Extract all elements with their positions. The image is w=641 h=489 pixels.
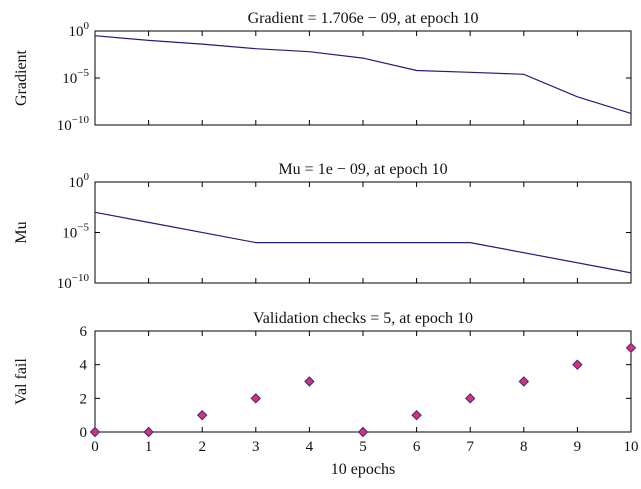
- data-point: [89, 426, 101, 438]
- y-tick-label: 2: [80, 391, 88, 407]
- x-tick-label: 5: [359, 439, 367, 455]
- y-axis-label: Mu: [13, 221, 30, 243]
- x-tick-label: 8: [520, 439, 528, 455]
- x-tick-label: 1: [145, 439, 153, 455]
- y-tick-label: 0: [80, 425, 88, 441]
- series-line: [94, 35, 632, 114]
- y-tick-label: 10−10: [57, 272, 90, 292]
- y-tick-label: 6: [80, 324, 88, 340]
- y-tick-label: 10−10: [57, 114, 90, 134]
- axes-frame: [94, 30, 632, 126]
- data-point: [625, 342, 637, 354]
- subplot-3: Validation checks = 5, at epoch 10 Val fa…: [13, 310, 639, 478]
- y-tick-label: 10−5: [62, 222, 89, 242]
- x-tick-label: 3: [252, 439, 260, 455]
- chart-title: Gradient = 1.706e − 09, at epoch 10: [248, 10, 479, 27]
- data-point: [250, 393, 262, 404]
- x-tick-label: 10: [624, 439, 639, 455]
- x-tick-label: 9: [574, 439, 582, 455]
- x-axis-label: 10 epochs: [331, 461, 395, 478]
- data-point: [143, 426, 154, 438]
- y-tick-label: 100: [69, 171, 90, 191]
- y-axis-label: Gradient: [13, 49, 30, 106]
- data-point: [518, 376, 530, 387]
- y-axis-label: Val fail: [13, 358, 30, 405]
- y-tick-label: 4: [80, 358, 88, 374]
- data-point: [411, 409, 422, 421]
- data-point: [357, 426, 369, 438]
- x-tick-label: 4: [306, 439, 314, 455]
- x-tick-label: 0: [91, 439, 99, 455]
- subplot-1: Gradient = 1.706e − 09, at epoch 10 Gradi…: [13, 10, 632, 134]
- x-tick-label: 6: [413, 439, 421, 455]
- data-point: [304, 376, 315, 387]
- data-point: [464, 393, 476, 404]
- x-tick-label: 2: [198, 439, 206, 455]
- data-point: [196, 409, 208, 421]
- axes-frame: [94, 181, 632, 284]
- x-tick-label: 7: [466, 439, 474, 455]
- y-tick-label: 10−5: [62, 67, 89, 87]
- series-line: [94, 211, 632, 274]
- chart-title: Validation checks = 5, at epoch 10: [253, 310, 473, 327]
- subplot-2: Mu = 1e − 09, at epoch 10 Mu 10−10 10−5 100: [13, 161, 632, 292]
- data-point: [572, 359, 583, 370]
- chart-title: Mu = 1e − 09, at epoch 10: [278, 161, 447, 178]
- y-tick-label: 100: [69, 20, 90, 40]
- axes-frame: [94, 330, 632, 433]
